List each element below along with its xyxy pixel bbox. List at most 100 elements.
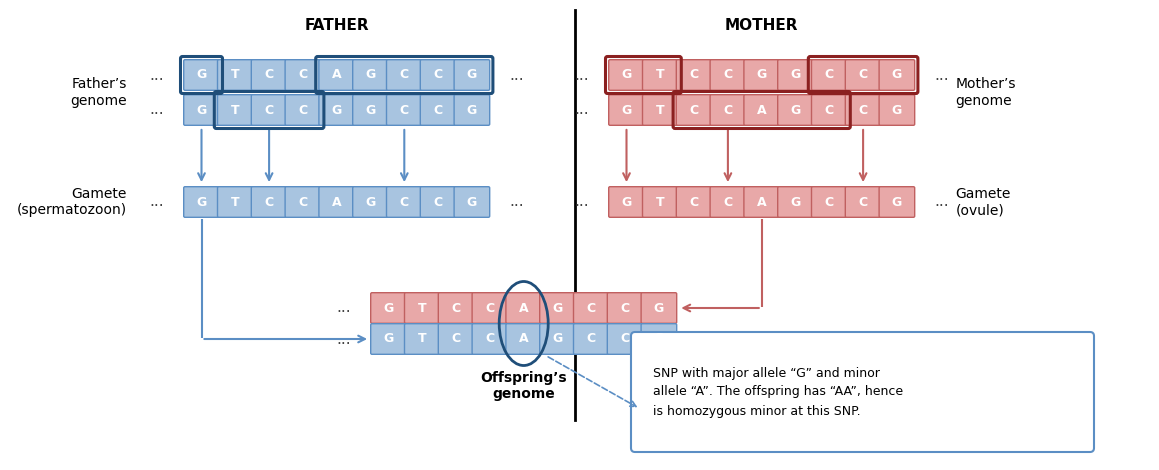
FancyBboxPatch shape <box>386 187 422 217</box>
Text: C: C <box>723 103 732 117</box>
Text: C: C <box>400 69 409 81</box>
FancyBboxPatch shape <box>574 293 610 323</box>
Text: C: C <box>690 103 699 117</box>
FancyBboxPatch shape <box>608 187 644 217</box>
Text: Gamete
(spermatozoon): Gamete (spermatozoon) <box>17 187 127 217</box>
Text: ...: ... <box>575 68 589 83</box>
FancyBboxPatch shape <box>778 94 814 125</box>
Text: C: C <box>298 196 307 209</box>
Text: G: G <box>553 332 562 345</box>
FancyBboxPatch shape <box>608 94 644 125</box>
FancyBboxPatch shape <box>371 324 407 354</box>
Text: C: C <box>825 69 833 81</box>
Text: C: C <box>723 196 732 209</box>
FancyBboxPatch shape <box>778 187 814 217</box>
FancyBboxPatch shape <box>183 94 219 125</box>
FancyBboxPatch shape <box>845 94 881 125</box>
Text: ...: ... <box>575 102 589 118</box>
FancyBboxPatch shape <box>879 60 914 90</box>
Text: C: C <box>825 103 833 117</box>
FancyBboxPatch shape <box>845 60 881 90</box>
FancyBboxPatch shape <box>879 94 914 125</box>
Text: T: T <box>231 69 240 81</box>
FancyBboxPatch shape <box>252 94 287 125</box>
Text: C: C <box>690 69 699 81</box>
Text: Mother’s
genome: Mother’s genome <box>955 78 1016 108</box>
Text: A: A <box>331 196 342 209</box>
FancyBboxPatch shape <box>472 293 508 323</box>
Text: G: G <box>891 196 902 209</box>
Text: G: G <box>891 103 902 117</box>
Text: C: C <box>859 196 868 209</box>
FancyBboxPatch shape <box>319 94 355 125</box>
FancyBboxPatch shape <box>386 94 422 125</box>
Text: G: G <box>891 69 902 81</box>
Text: C: C <box>620 301 629 314</box>
FancyBboxPatch shape <box>630 332 1094 452</box>
FancyBboxPatch shape <box>505 293 541 323</box>
FancyBboxPatch shape <box>404 293 440 323</box>
Text: G: G <box>621 69 632 81</box>
Text: C: C <box>264 69 274 81</box>
Text: C: C <box>433 103 443 117</box>
Text: ...: ... <box>150 68 165 83</box>
FancyBboxPatch shape <box>677 60 712 90</box>
FancyBboxPatch shape <box>574 324 610 354</box>
FancyBboxPatch shape <box>710 94 745 125</box>
Text: C: C <box>825 196 833 209</box>
FancyBboxPatch shape <box>421 60 455 90</box>
Text: G: G <box>467 103 478 117</box>
Text: G: G <box>790 103 801 117</box>
FancyBboxPatch shape <box>386 60 422 90</box>
FancyBboxPatch shape <box>811 94 847 125</box>
Text: C: C <box>486 301 495 314</box>
FancyBboxPatch shape <box>252 60 287 90</box>
Text: MOTHER: MOTHER <box>724 18 799 33</box>
FancyBboxPatch shape <box>218 94 253 125</box>
FancyBboxPatch shape <box>642 60 678 90</box>
Text: Offspring’s
genome: Offspring’s genome <box>480 371 567 401</box>
Text: C: C <box>586 332 596 345</box>
FancyBboxPatch shape <box>319 60 355 90</box>
FancyBboxPatch shape <box>642 187 678 217</box>
Text: G: G <box>365 103 376 117</box>
FancyBboxPatch shape <box>677 94 712 125</box>
Text: G: G <box>196 196 206 209</box>
Text: SNP with major allele “G” and minor
allele “A”. The offspring has “AA”, hence
is: SNP with major allele “G” and minor alle… <box>653 367 903 417</box>
Text: T: T <box>656 103 664 117</box>
Text: C: C <box>586 301 596 314</box>
FancyBboxPatch shape <box>677 187 712 217</box>
Text: C: C <box>264 103 274 117</box>
FancyBboxPatch shape <box>352 60 388 90</box>
FancyBboxPatch shape <box>505 324 541 354</box>
FancyBboxPatch shape <box>285 94 321 125</box>
FancyBboxPatch shape <box>811 187 847 217</box>
Text: C: C <box>298 69 307 81</box>
Text: C: C <box>620 332 629 345</box>
Text: ...: ... <box>575 195 589 210</box>
Text: C: C <box>486 332 495 345</box>
Text: G: G <box>467 69 478 81</box>
FancyBboxPatch shape <box>218 187 253 217</box>
FancyBboxPatch shape <box>371 293 407 323</box>
Text: C: C <box>400 196 409 209</box>
FancyBboxPatch shape <box>811 60 847 90</box>
FancyBboxPatch shape <box>183 60 219 90</box>
FancyBboxPatch shape <box>319 187 355 217</box>
FancyBboxPatch shape <box>352 94 388 125</box>
FancyBboxPatch shape <box>454 187 490 217</box>
Text: G: G <box>621 103 632 117</box>
Text: ...: ... <box>509 68 524 83</box>
FancyBboxPatch shape <box>608 60 644 90</box>
FancyBboxPatch shape <box>438 293 474 323</box>
FancyBboxPatch shape <box>778 60 814 90</box>
Text: FATHER: FATHER <box>305 18 369 33</box>
Text: A: A <box>331 69 342 81</box>
FancyBboxPatch shape <box>454 94 490 125</box>
FancyBboxPatch shape <box>540 324 575 354</box>
FancyBboxPatch shape <box>607 293 643 323</box>
Text: ...: ... <box>934 195 949 210</box>
Text: C: C <box>452 332 460 345</box>
Text: ...: ... <box>336 300 351 315</box>
Text: ...: ... <box>509 195 524 210</box>
